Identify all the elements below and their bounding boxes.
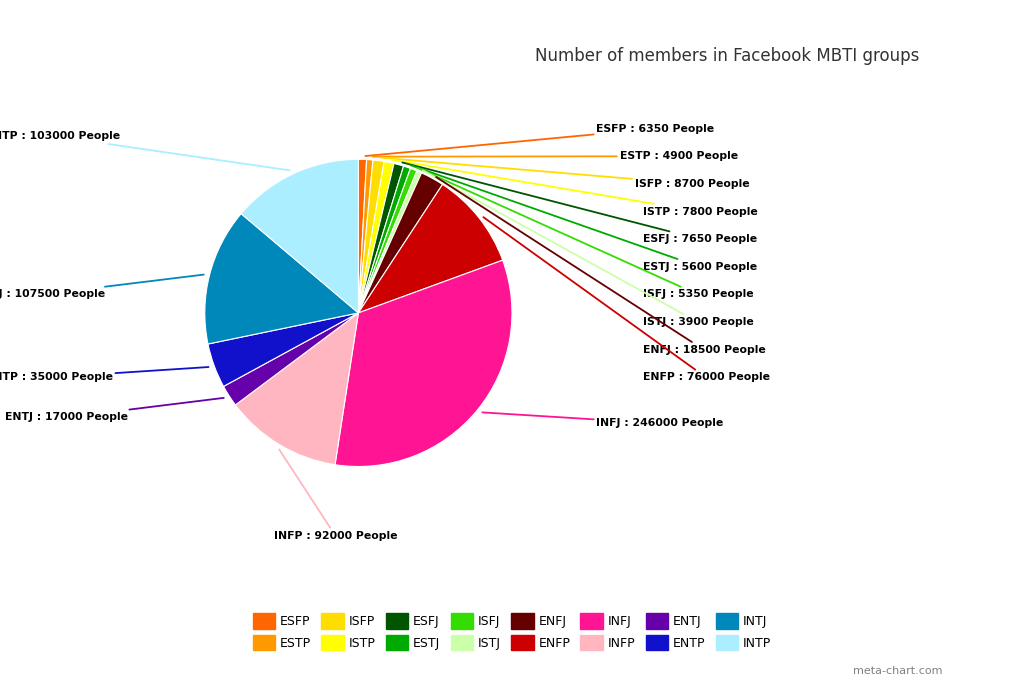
Wedge shape [358,184,503,313]
Wedge shape [358,161,394,313]
Text: meta-chart.com: meta-chart.com [853,666,942,676]
Wedge shape [358,163,403,313]
Text: ESFP : 6350 People: ESFP : 6350 People [366,124,715,156]
Text: ENFP : 76000 People: ENFP : 76000 People [483,217,770,382]
Wedge shape [205,214,358,344]
Text: INFJ : 246000 People: INFJ : 246000 People [482,413,724,428]
Wedge shape [358,160,373,313]
Legend: ESFP, ESTP, ISFP, ISTP, ESFJ, ESTJ, ISFJ, ISTJ, ENFJ, ENFP, INFJ, INFP, ENTJ, EN: ESFP, ESTP, ISFP, ISTP, ESFJ, ESTJ, ISFJ… [253,613,771,650]
Wedge shape [223,313,358,405]
Text: INFP : 92000 People: INFP : 92000 People [273,449,397,541]
Wedge shape [236,313,358,464]
Text: ISFP : 8700 People: ISFP : 8700 People [382,158,750,189]
Wedge shape [358,159,367,313]
Text: ESFJ : 7650 People: ESFJ : 7650 People [402,163,757,245]
Text: ENFJ : 18500 People: ENFJ : 18500 People [436,177,765,354]
Title: Number of members in Facebook MBTI groups: Number of members in Facebook MBTI group… [535,47,920,65]
Wedge shape [358,169,417,313]
Text: ENTJ : 17000 People: ENTJ : 17000 People [5,398,224,422]
Text: ESTJ : 5600 People: ESTJ : 5600 People [411,165,757,272]
Wedge shape [335,260,512,466]
Wedge shape [358,166,411,313]
Text: ESTP : 4900 People: ESTP : 4900 People [373,151,737,161]
Text: INTJ : 107500 People: INTJ : 107500 People [0,275,204,299]
Wedge shape [358,171,422,313]
Wedge shape [358,160,384,313]
Text: ISTP : 7800 People: ISTP : 7800 People [392,160,758,217]
Text: INTP : 103000 People: INTP : 103000 People [0,131,290,170]
Wedge shape [208,313,358,387]
Wedge shape [358,173,442,313]
Text: ISTJ : 3900 People: ISTJ : 3900 People [423,170,754,327]
Text: ENTP : 35000 People: ENTP : 35000 People [0,367,209,382]
Wedge shape [242,159,358,313]
Text: ISFJ : 5350 People: ISFJ : 5350 People [418,168,754,299]
